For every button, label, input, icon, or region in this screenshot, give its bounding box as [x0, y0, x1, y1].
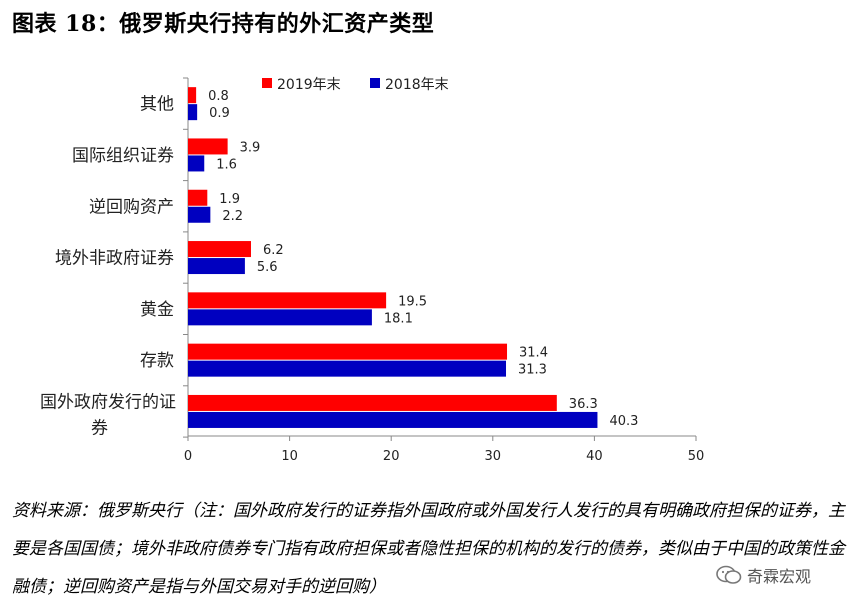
bar: [188, 206, 211, 223]
category-label: 逆回购资产: [89, 197, 174, 217]
data-label: 40.3: [609, 414, 638, 429]
data-label: 1.9: [219, 192, 240, 207]
data-label: 6.2: [263, 243, 284, 258]
x-tick-label: 50: [688, 449, 705, 464]
bar: [188, 309, 372, 326]
bar: [188, 104, 198, 121]
bar: [188, 292, 387, 309]
data-label: 2.2: [222, 209, 243, 224]
x-tick-label: 40: [586, 449, 603, 464]
source-note: 资料来源：俄罗斯央行（注：国外政府发行的证券指外国政府或外国发行人发行的具有明确…: [12, 501, 845, 597]
figure-title: 图表 18：俄罗斯央行持有的外汇资产类型: [12, 11, 435, 37]
legend-label: 2019年末: [277, 77, 341, 93]
data-label: 5.6: [257, 260, 278, 275]
watermark-text: 奇霖宏观: [747, 567, 812, 586]
legend-swatch: [370, 78, 380, 88]
bar: [188, 258, 245, 275]
category-label-line2: 券: [91, 418, 108, 438]
wechat-icon: [716, 565, 742, 584]
legend-label: 2018年末: [385, 77, 449, 93]
bar-chart: 2019年末 2018年末 0 10 20 30 40 50 其他 0.8 0.9 国际组织证券 3.…: [40, 77, 705, 464]
bar: [188, 343, 508, 360]
x-tick-label: 20: [383, 449, 400, 464]
data-label: 3.9: [240, 140, 261, 155]
bar: [188, 189, 208, 206]
bar: [188, 138, 228, 155]
x-tick-label: 0: [184, 449, 192, 464]
data-label: 0.8: [208, 89, 229, 104]
bar: [188, 360, 507, 377]
legend-swatch: [262, 78, 272, 88]
data-label: 31.4: [519, 346, 548, 361]
bar: [188, 241, 251, 258]
x-tick-label: 30: [485, 449, 502, 464]
bar: [188, 87, 197, 104]
watermark: 奇霖宏观: [712, 563, 816, 587]
bar: [188, 155, 205, 172]
category-label: 黄金: [140, 300, 174, 320]
data-label: 31.3: [518, 363, 547, 378]
data-label: 36.3: [569, 397, 598, 412]
bar: [188, 394, 557, 411]
x-tick-label: 10: [281, 449, 298, 464]
chart-legend: 2019年末 2018年末: [262, 77, 449, 93]
data-label: 18.1: [384, 311, 413, 326]
data-label: 0.9: [209, 106, 230, 121]
data-label: 19.5: [398, 294, 427, 309]
category-label: 其他: [140, 95, 174, 115]
category-label: 存款: [140, 351, 174, 371]
category-label: 国外政府发行的证: [40, 392, 176, 412]
plot-area: 0 10 20 30 40 50 其他 0.8 0.9 国际组织证券 3.91.6 逆回购资产 1.9 2…: [40, 77, 705, 464]
category-label: 国际组织证券: [72, 146, 174, 166]
data-label: 1.6: [216, 157, 237, 172]
category-label: 境外非政府证券: [55, 249, 174, 269]
bar: [188, 411, 598, 428]
